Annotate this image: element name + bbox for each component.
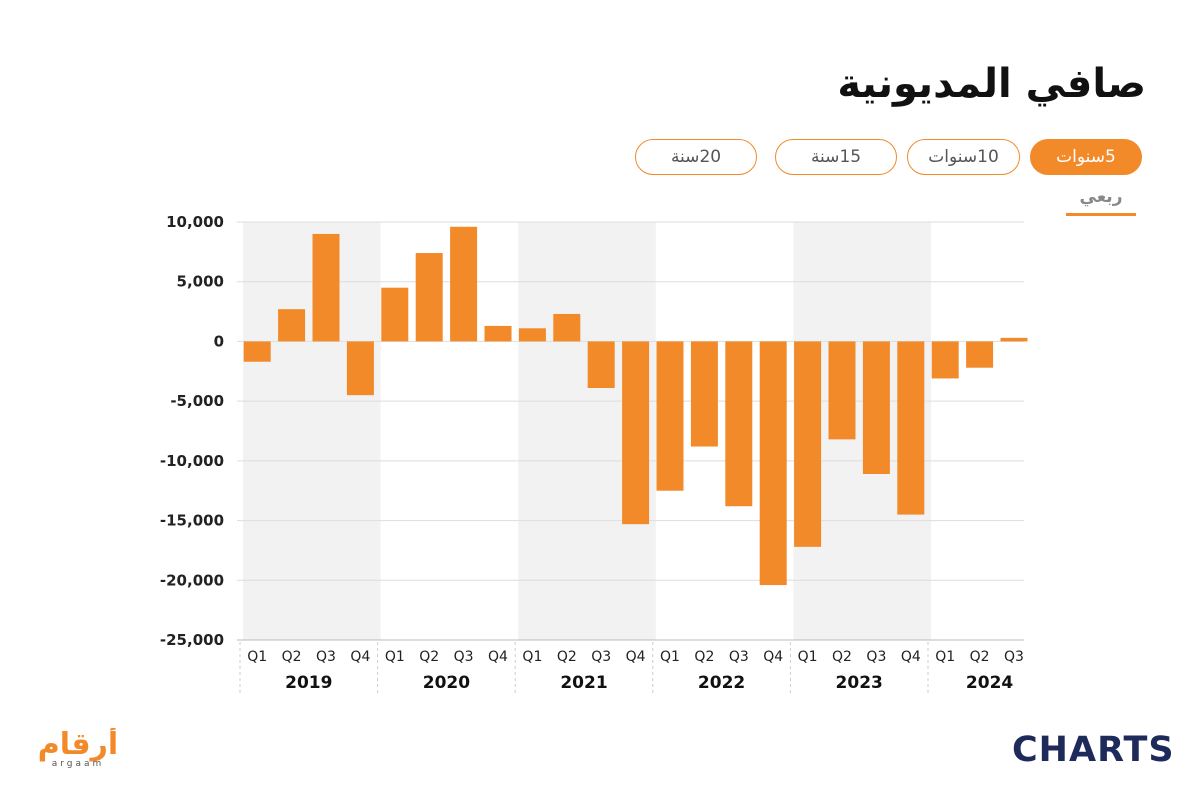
x-tick-label: Q4 <box>350 649 370 665</box>
bar <box>587 341 615 389</box>
bar <box>725 341 753 507</box>
bar <box>518 328 546 342</box>
year-band-2019 <box>243 222 381 640</box>
tab-10-years[interactable]: 10سنوات <box>907 139 1020 175</box>
x-tick-label: Q3 <box>454 649 474 665</box>
bar <box>656 341 684 491</box>
x-tick-label: Q2 <box>970 649 990 665</box>
x-tick-label: Q1 <box>385 649 405 665</box>
argaam-logo-text: أرقام <box>38 728 118 762</box>
x-tick-label: Q2 <box>419 649 439 665</box>
x-tick-label: Q2 <box>557 649 577 665</box>
x-tick-label: Q2 <box>282 649 302 665</box>
x-tick-label: Q3 <box>729 649 749 665</box>
bar <box>243 341 271 362</box>
x-tick-label: Q4 <box>763 649 783 665</box>
x-tick-label: Q1 <box>798 649 818 665</box>
x-tick-label: Q3 <box>866 649 886 665</box>
bar <box>415 253 443 342</box>
x-tick-label: Q2 <box>832 649 852 665</box>
x-tick-label: Q4 <box>626 649 646 665</box>
x-tick-label: Q1 <box>935 649 955 665</box>
year-label: 2020 <box>423 673 470 693</box>
period-range-tabs: 5سنوات 10سنوات 15سنة 20سنة <box>0 139 1200 177</box>
year-label: 2022 <box>698 673 745 693</box>
x-tick-label: Q3 <box>591 649 611 665</box>
y-tick-label: -15,000 <box>160 512 224 530</box>
y-tick-label: 10,000 <box>166 213 224 231</box>
bar <box>794 341 822 547</box>
tab-20-years[interactable]: 20سنة <box>635 139 757 175</box>
bar <box>897 341 925 515</box>
x-tick-label: Q4 <box>901 649 921 665</box>
y-tick-label: -5,000 <box>170 392 224 410</box>
bar <box>690 341 718 447</box>
y-tick-label: -25,000 <box>160 631 224 649</box>
x-tick-label: Q1 <box>522 649 542 665</box>
x-tick-label: Q2 <box>694 649 714 665</box>
bar <box>759 341 787 586</box>
x-tick-label: Q3 <box>316 649 336 665</box>
x-tick-label: Q1 <box>660 649 680 665</box>
year-label: 2019 <box>285 673 332 693</box>
y-tick-label: 0 <box>214 332 224 350</box>
argaam-logo-latin: argaam <box>52 759 105 768</box>
bar <box>484 325 512 342</box>
charts-logo: CHARTS <box>1012 730 1175 770</box>
chart-title: صافي المديونية <box>837 61 1146 107</box>
y-tick-label: 5,000 <box>177 273 224 291</box>
bar <box>553 313 581 342</box>
year-label: 2023 <box>836 673 883 693</box>
argaam-logo: أرقام argaam <box>38 728 118 768</box>
bar <box>346 341 374 396</box>
quarterly-toggle[interactable]: ربعي <box>1066 187 1136 216</box>
year-label: 2021 <box>560 673 607 693</box>
y-tick-label: -20,000 <box>160 571 224 589</box>
y-tick-label: -10,000 <box>160 452 224 470</box>
bar <box>381 287 409 342</box>
bar <box>862 341 890 474</box>
bar <box>312 233 340 342</box>
bar <box>1000 337 1028 342</box>
x-tick-label: Q1 <box>247 649 267 665</box>
bar <box>828 341 856 440</box>
x-tick-label: Q3 <box>1004 649 1024 665</box>
bar <box>278 309 306 342</box>
bar <box>931 341 959 379</box>
bar <box>966 341 994 368</box>
year-label: 2024 <box>966 673 1013 693</box>
x-tick-label: Q4 <box>488 649 508 665</box>
tab-15-years[interactable]: 15سنة <box>775 139 897 175</box>
bar <box>450 226 478 342</box>
tab-5-years[interactable]: 5سنوات <box>1030 139 1142 175</box>
year-bands <box>243 222 931 640</box>
bar <box>622 341 650 525</box>
